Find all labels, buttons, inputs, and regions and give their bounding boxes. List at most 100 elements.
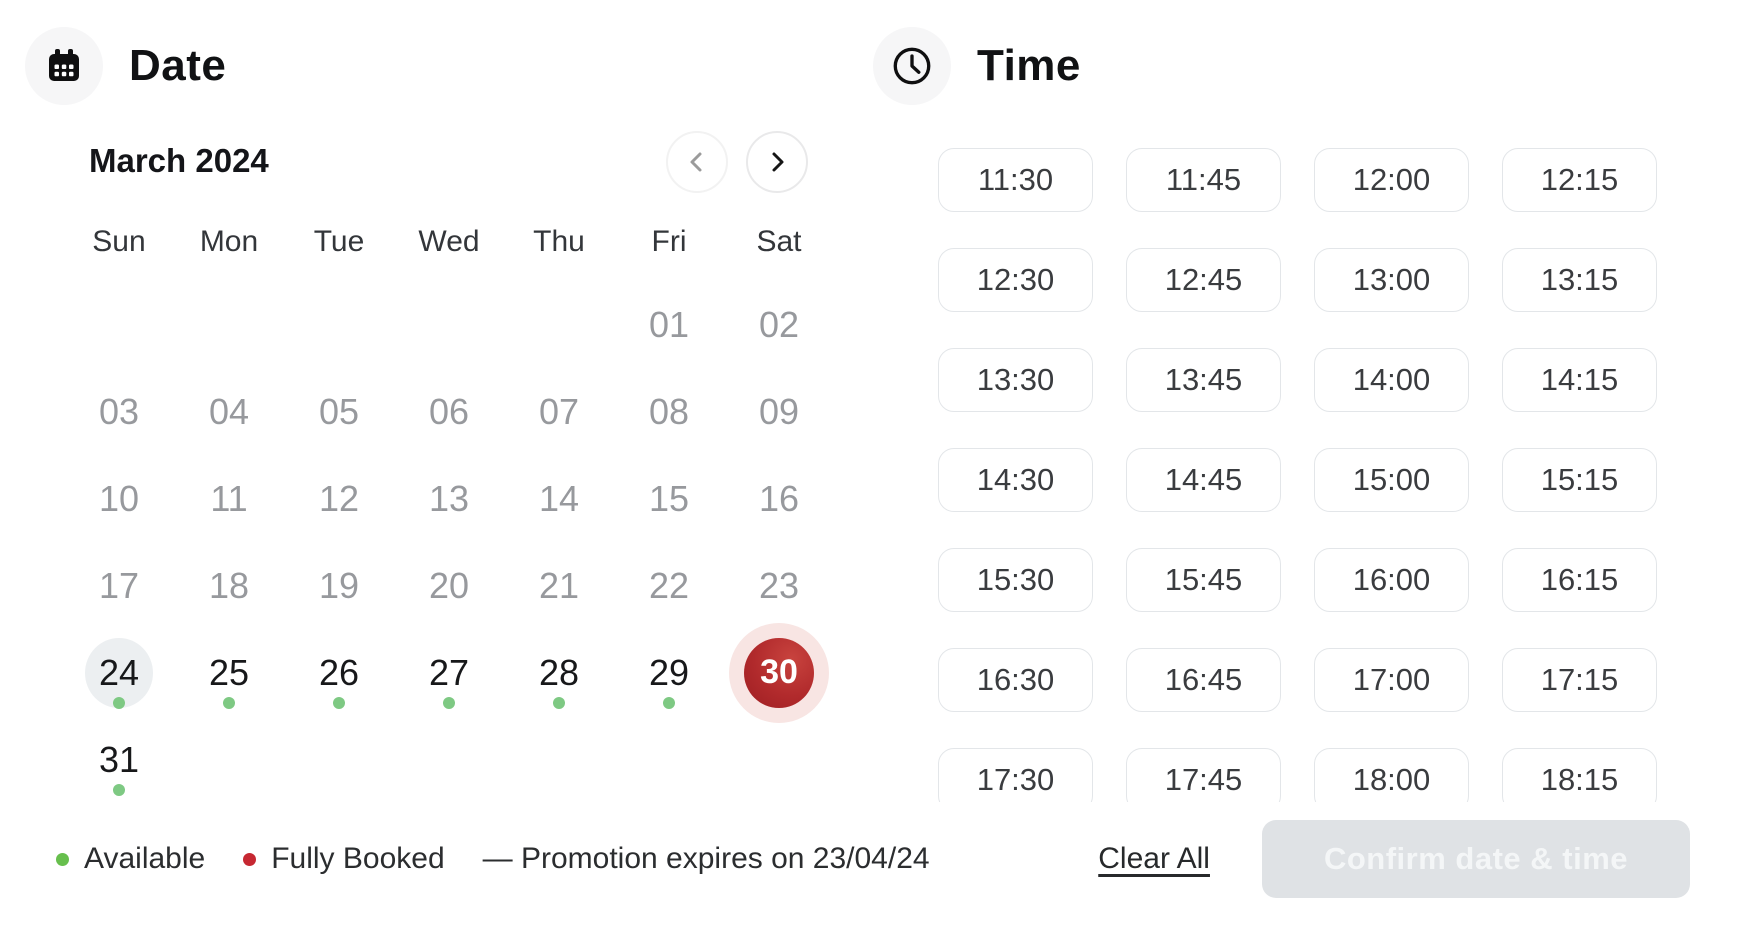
- time-slot-13-45[interactable]: 13:45: [1126, 348, 1281, 412]
- date-section-header: Date: [25, 27, 226, 105]
- calendar-day-14: 14: [504, 455, 614, 542]
- available-dot: [223, 697, 235, 709]
- time-slot-17-00[interactable]: 17:00: [1314, 648, 1469, 712]
- calendar-day-31[interactable]: 31: [64, 716, 174, 803]
- time-slot-15-15[interactable]: 15:15: [1502, 448, 1657, 512]
- confirm-date-time-button[interactable]: Confirm date & time: [1261, 820, 1690, 898]
- calendar-day-29[interactable]: 29: [614, 629, 724, 716]
- day-number: 18: [208, 564, 250, 606]
- day-number: 25: [208, 651, 250, 693]
- weekday-label-sat: Sat: [756, 225, 802, 258]
- day-number: 14: [538, 477, 580, 519]
- calendar-day-03: 03: [64, 368, 174, 455]
- bottom-bar: Available Fully Booked — Promotion expire…: [56, 818, 1690, 900]
- time-slot-12-00[interactable]: 12:00: [1314, 148, 1469, 212]
- calendar-empty-cell: [504, 716, 614, 803]
- calendar-empty-cell: [394, 281, 504, 368]
- calendar-empty-cell: [394, 716, 504, 803]
- time-slot-11-45[interactable]: 11:45: [1126, 148, 1281, 212]
- time-slot-17-30[interactable]: 17:30: [938, 748, 1093, 802]
- next-month-button[interactable]: [746, 131, 808, 193]
- calendar-empty-cell: [174, 281, 284, 368]
- time-slot-18-15[interactable]: 18:15: [1502, 748, 1657, 802]
- calendar-day-26[interactable]: 26: [284, 629, 394, 716]
- calendar-day-19: 19: [284, 542, 394, 629]
- calendar-empty-cell: [614, 716, 724, 803]
- weekday-label-tue: Tue: [313, 225, 365, 258]
- day-number: 10: [98, 477, 140, 519]
- legend-label: Available: [84, 842, 206, 875]
- day-number: 26: [318, 651, 360, 693]
- weekday-label-thu: Thu: [533, 225, 585, 258]
- legend-item-fully-booked: Fully Booked: [243, 842, 445, 876]
- calendar-day-16: 16: [724, 455, 834, 542]
- day-number: 03: [98, 390, 140, 432]
- calendar-day-25[interactable]: 25: [174, 629, 284, 716]
- time-slot-16-30[interactable]: 16:30: [938, 648, 1093, 712]
- time-title: Time: [977, 41, 1081, 90]
- day-number: 31: [98, 738, 140, 780]
- calendar-day-30[interactable]: 30: [724, 629, 834, 716]
- calendar-day-11: 11: [174, 455, 284, 542]
- calendar-day-10: 10: [64, 455, 174, 542]
- day-number: 28: [538, 651, 580, 693]
- day-number: 06: [428, 390, 470, 432]
- promo-note: — Promotion expires on 23/04/24: [482, 842, 930, 875]
- day-number: 24: [98, 651, 140, 693]
- day-number: 21: [538, 564, 580, 606]
- calendar-day-17: 17: [64, 542, 174, 629]
- date-title: Date: [129, 41, 227, 90]
- calendar-day-02: 02: [724, 281, 834, 368]
- calendar-empty-cell: [284, 716, 394, 803]
- calendar-icon: [25, 27, 103, 105]
- day-number: 01: [648, 303, 690, 345]
- time-slot-14-30[interactable]: 14:30: [938, 448, 1093, 512]
- day-number: 02: [758, 303, 800, 345]
- calendar-day-09: 09: [724, 368, 834, 455]
- time-slot-16-45[interactable]: 16:45: [1126, 648, 1281, 712]
- weekday-label-mon: Mon: [199, 225, 259, 258]
- available-dot: [333, 697, 345, 709]
- time-slot-14-00[interactable]: 14:00: [1314, 348, 1469, 412]
- calendar-day-21: 21: [504, 542, 614, 629]
- time-slot-14-45[interactable]: 14:45: [1126, 448, 1281, 512]
- day-number: 04: [208, 390, 250, 432]
- day-number: 08: [648, 390, 690, 432]
- day-number: 16: [758, 477, 800, 519]
- day-number: 11: [210, 477, 248, 519]
- calendar-day-28[interactable]: 28: [504, 629, 614, 716]
- day-number: 17: [98, 564, 140, 606]
- time-slot-12-30[interactable]: 12:30: [938, 248, 1093, 312]
- time-slot-15-30[interactable]: 15:30: [938, 548, 1093, 612]
- calendar-day-24[interactable]: 24: [64, 629, 174, 716]
- time-slot-14-15[interactable]: 14:15: [1502, 348, 1657, 412]
- calendar-empty-cell: [174, 716, 284, 803]
- calendar-day-15: 15: [614, 455, 724, 542]
- time-slot-18-00[interactable]: 18:00: [1314, 748, 1469, 802]
- legend-item-available: Available: [56, 842, 205, 876]
- time-slot-13-15[interactable]: 13:15: [1502, 248, 1657, 312]
- time-slot-16-15[interactable]: 16:15: [1502, 548, 1657, 612]
- month-label: March 2024: [89, 142, 269, 179]
- time-slot-13-30[interactable]: 13:30: [938, 348, 1093, 412]
- time-slot-15-00[interactable]: 15:00: [1314, 448, 1469, 512]
- chevron-left-icon: [690, 152, 702, 172]
- time-grid: 11:30 11:45 12:00 12:15 12:30 12:45 13:00 13:15…: [938, 130, 1662, 802]
- prev-month-button[interactable]: [666, 131, 728, 193]
- time-slot-11-30[interactable]: 11:30: [938, 148, 1093, 212]
- calendar-day-13: 13: [394, 455, 504, 542]
- clear-all-button[interactable]: Clear All: [1098, 842, 1210, 875]
- calendar-empty-cell: [504, 281, 614, 368]
- time-slot-17-45[interactable]: 17:45: [1126, 748, 1281, 802]
- time-slot-12-45[interactable]: 12:45: [1126, 248, 1281, 312]
- legend-dot: [56, 852, 69, 866]
- time-slot-17-15[interactable]: 17:15: [1502, 648, 1657, 712]
- time-slot-12-15[interactable]: 12:15: [1502, 148, 1657, 212]
- time-slot-13-00[interactable]: 13:00: [1314, 248, 1469, 312]
- available-dot: [443, 697, 455, 709]
- time-slot-16-00[interactable]: 16:00: [1314, 548, 1469, 612]
- time-section-header: Time: [873, 27, 1081, 105]
- calendar-day-27[interactable]: 27: [394, 629, 504, 716]
- legend: Available Fully Booked: [56, 842, 445, 876]
- time-slot-15-45[interactable]: 15:45: [1126, 548, 1281, 612]
